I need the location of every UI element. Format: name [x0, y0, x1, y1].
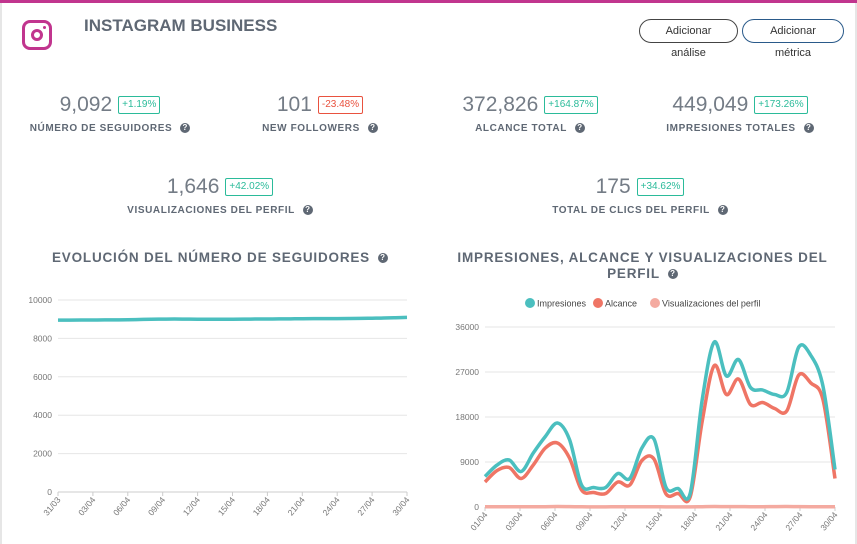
x-tick-label: 30/04	[818, 510, 840, 533]
x-tick-label: 27/04	[783, 510, 805, 533]
stat-value: 9,092	[59, 93, 113, 116]
add-metric-button[interactable]: Adicionar métrica	[742, 19, 844, 59]
stat-change-badge: +1.19%	[118, 96, 161, 114]
stat-card: 449,049 +173.26% IMPRESIONES TOTALES?	[620, 93, 857, 134]
x-tick-label: 01/04	[468, 510, 490, 533]
x-tick-label: 09/04	[146, 495, 168, 518]
x-tick-label: 21/04	[713, 510, 735, 533]
stat-value: 175	[595, 175, 631, 198]
followers-chart-title: EVOLUCIÓN DEL NÚMERO DE SEGUIDORES?	[40, 250, 400, 265]
stat-label: TOTAL DE CLICS DEL PERFIL?	[520, 205, 760, 216]
y-tick-label: 9000	[460, 457, 479, 467]
legend-marker	[525, 298, 535, 308]
stat-label: NEW FOLLOWERS?	[200, 123, 440, 134]
panel-border	[0, 3, 2, 544]
x-tick-label: 03/04	[76, 495, 98, 518]
help-icon[interactable]: ?	[803, 123, 814, 134]
stat-change-badge: +34.62%	[636, 178, 685, 196]
stat-card: 1,646 +42.02% VISUALIZACIONES DEL PERFIL?	[100, 175, 340, 216]
x-tick-label: 21/04	[285, 495, 307, 518]
stat-label-text: IMPRESIONES TOTALES	[666, 123, 796, 134]
stat-label: VISUALIZACIONES DEL PERFIL?	[100, 205, 340, 216]
chart-title-text: EVOLUCIÓN DEL NÚMERO DE SEGUIDORES	[52, 250, 370, 265]
x-tick-label: 03/04	[503, 510, 525, 533]
x-tick-label: 06/04	[111, 495, 133, 518]
stat-change-badge: +164.87%	[544, 96, 598, 114]
stat-change-badge: +173.26%	[754, 96, 808, 114]
stat-label-text: ALCANCE TOTAL	[475, 123, 567, 134]
x-tick-label: 09/04	[573, 510, 595, 533]
legend-item: Visualizaciones del perfil	[662, 299, 760, 309]
legend-item: Impresiones	[537, 299, 587, 309]
series-line-seguidores	[57, 315, 408, 322]
help-icon[interactable]: ?	[302, 205, 313, 216]
followers-chart: 0 2000 4000 6000 8000 10000 31/03 03/04 06/04 09/…	[28, 295, 412, 518]
y-tick-label: 0	[474, 502, 479, 512]
x-tick-label: 18/04	[251, 495, 273, 518]
help-icon[interactable]: ?	[574, 123, 585, 134]
stat-label: IMPRESIONES TOTALES?	[620, 123, 857, 134]
help-icon[interactable]: ?	[667, 269, 678, 280]
x-tick-label: 12/04	[181, 495, 203, 518]
help-icon[interactable]: ?	[377, 253, 388, 264]
x-tick-label: 06/04	[538, 510, 560, 533]
legend-marker	[650, 298, 660, 308]
impressions-chart: 0 9000 18000 27000 36000 01/04 03/04 06/04 09/04…	[455, 298, 840, 533]
brand-top-bar	[0, 0, 857, 3]
y-tick-label: 18000	[455, 412, 479, 422]
stat-value: 372,826	[462, 93, 539, 116]
y-tick-label: 10000	[28, 295, 52, 305]
y-tick-label: 2000	[33, 449, 52, 459]
x-tick-label: 15/04	[643, 510, 665, 533]
x-tick-label: 31/03	[41, 495, 63, 518]
stat-card: 175 +34.62% TOTAL DE CLICS DEL PERFIL?	[520, 175, 760, 216]
instagram-icon	[22, 20, 52, 50]
x-tick-label: 18/04	[678, 510, 700, 533]
help-icon[interactable]: ?	[367, 123, 378, 134]
x-tick-label: 24/04	[320, 495, 342, 518]
x-tick-label: 30/04	[390, 495, 412, 518]
stat-value: 1,646	[166, 175, 220, 198]
stat-change-badge: +42.02%	[225, 178, 274, 196]
x-tick-label: 27/04	[355, 495, 377, 518]
y-tick-label: 8000	[33, 333, 52, 343]
stat-label-text: TOTAL DE CLICS DEL PERFIL	[552, 205, 710, 216]
y-tick-label: 0	[47, 487, 52, 497]
stat-value: 101	[276, 93, 312, 116]
series-line-alcance	[483, 363, 837, 504]
x-tick-label: 24/04	[748, 510, 770, 533]
help-icon[interactable]: ?	[180, 123, 191, 134]
stat-card: 101 -23.48% NEW FOLLOWERS?	[200, 93, 440, 134]
chart-title-text: IMPRESIONES, ALCANCE Y VISUALIZACIONES D…	[457, 250, 828, 281]
y-tick-label: 6000	[33, 372, 52, 382]
x-tick-label: 15/04	[216, 495, 238, 518]
page-title: INSTAGRAM BUSINESS	[84, 16, 278, 35]
y-tick-label: 27000	[455, 367, 479, 377]
stat-label-text: NÚMERO DE SEGUIDORES	[29, 123, 173, 134]
stat-label-text: VISUALIZACIONES DEL PERFIL	[127, 205, 295, 216]
stat-change-badge: -23.48%	[317, 96, 364, 114]
stat-label: ALCANCE TOTAL?	[410, 123, 650, 134]
legend-marker	[593, 298, 603, 308]
stat-value: 449,049	[672, 93, 749, 116]
help-icon[interactable]: ?	[717, 205, 728, 216]
stat-card: 372,826 +164.87% ALCANCE TOTAL?	[410, 93, 650, 134]
stat-card: 9,092 +1.19% NÚMERO DE SEGUIDORES?	[0, 93, 230, 134]
legend-item: Alcance	[605, 299, 637, 309]
stat-label-text: NEW FOLLOWERS	[262, 123, 360, 134]
x-tick-label: 12/04	[608, 510, 630, 533]
panel-border	[855, 3, 857, 544]
impressions-chart-title: IMPRESIONES, ALCANCE Y VISUALIZACIONES D…	[455, 250, 830, 282]
y-tick-label: 4000	[33, 410, 52, 420]
y-tick-label: 36000	[455, 322, 479, 332]
add-analysis-button[interactable]: Adicionar análise	[639, 19, 738, 59]
stat-label: NÚMERO DE SEGUIDORES?	[0, 123, 230, 134]
